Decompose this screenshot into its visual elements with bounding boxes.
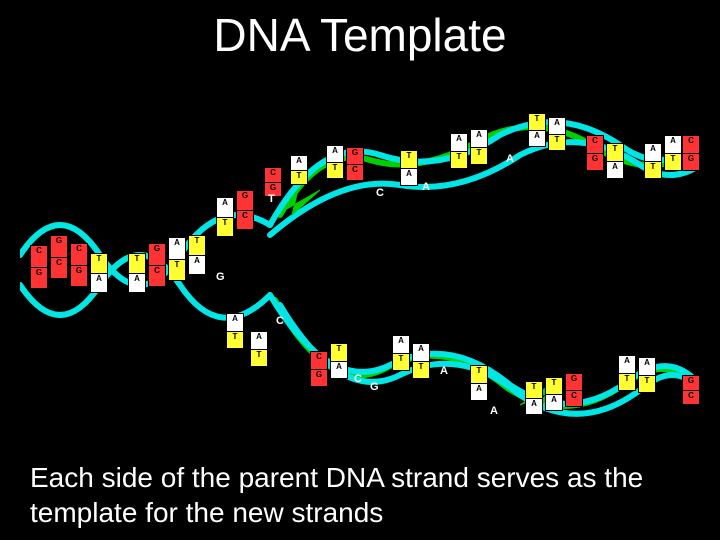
base-pair: AT [664, 135, 682, 171]
base-pair: TA [330, 343, 348, 379]
base-pair: TA [90, 253, 108, 293]
base-pair: AT [548, 117, 566, 151]
base-pair: GC [346, 147, 364, 181]
slide-title: DNA Template [0, 8, 720, 62]
base-pair: AT [644, 143, 662, 179]
base-pair: TA [606, 143, 624, 179]
free-base: C [276, 315, 284, 327]
base-pair: AT [450, 133, 468, 169]
dna-replication-diagram: CGGCCGTATAGCATTAATGCCGATATGCTAATATTAATCG… [20, 95, 700, 425]
base-pair: AT [638, 357, 656, 393]
base-pair: CG [30, 245, 48, 289]
base-pair: CG [682, 135, 700, 171]
free-base: C [376, 187, 384, 199]
free-base: A [506, 153, 514, 165]
base-pair: AT [392, 335, 410, 371]
base-pair: TA [525, 381, 543, 415]
base-pair: AT [290, 155, 308, 185]
base-pair: AT [412, 343, 430, 379]
base-pair: GC [682, 375, 700, 405]
base-pair: GC [565, 373, 583, 407]
base-pair: TA [470, 365, 488, 401]
base-pair: CG [586, 135, 604, 171]
base-pair: GC [50, 235, 68, 279]
free-base: G [370, 381, 379, 393]
base-pair: AT [216, 197, 234, 237]
base-pair: TA [188, 235, 206, 275]
free-base: A [440, 365, 448, 377]
slide-caption: Each side of the parent DNA strand serve… [30, 460, 690, 530]
base-pair: GC [148, 243, 166, 287]
base-pair: AT [326, 145, 344, 179]
base-pair: TA [128, 253, 146, 293]
base-pair: TA [545, 377, 563, 411]
slide: DNA Template CGGCCGTATAGCATTAATGCCGATATG… [0, 0, 720, 540]
free-base: A [490, 405, 498, 417]
base-pair: AT [226, 313, 244, 349]
base-pair: AT [470, 129, 488, 165]
free-base: G [216, 271, 225, 283]
base-pair: AT [618, 355, 636, 391]
free-base: C [354, 373, 362, 385]
base-pair: CG [310, 351, 328, 387]
base-pair: TA [400, 150, 418, 186]
base-pair: AT [250, 331, 268, 367]
free-base: T [268, 193, 275, 205]
base-pair: GC [236, 190, 254, 230]
base-pair: TA [528, 113, 546, 147]
free-base: A [422, 181, 430, 193]
base-pair: CG [70, 243, 88, 287]
base-pair: AT [168, 237, 186, 281]
